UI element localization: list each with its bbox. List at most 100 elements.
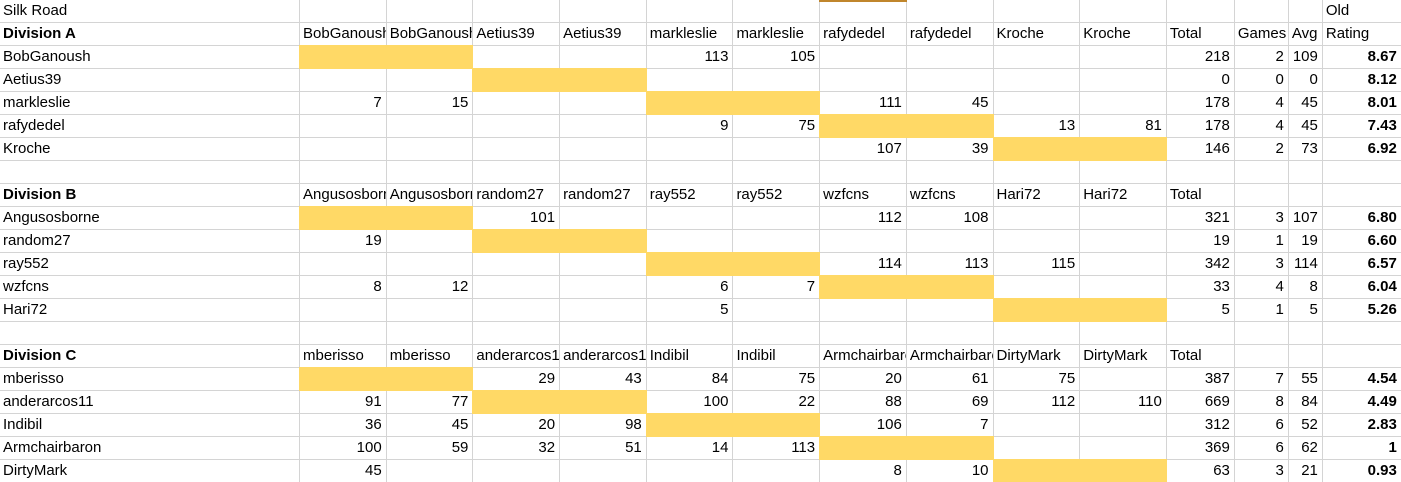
score-cell[interactable]: 14 [646, 437, 734, 460]
total-value[interactable]: 342 [1166, 253, 1235, 276]
total-value[interactable]: 312 [1166, 414, 1235, 437]
empty-cell[interactable] [1288, 184, 1323, 207]
player-name[interactable]: ray552 [0, 253, 300, 276]
player-name[interactable]: Angusosborne [0, 207, 300, 230]
score-cell[interactable]: 75 [733, 368, 821, 391]
score-cell[interactable] [473, 138, 561, 161]
empty-cell[interactable] [560, 322, 647, 345]
avg-value[interactable]: 5 [1288, 299, 1323, 322]
score-cell[interactable] [733, 207, 821, 230]
empty-cell[interactable] [386, 0, 474, 23]
score-cell[interactable]: 22 [733, 391, 821, 414]
score-cell[interactable]: 8 [820, 460, 907, 482]
score-cell[interactable]: 107 [820, 138, 907, 161]
score-cell[interactable]: 81 [1080, 115, 1167, 138]
opponent-header[interactable]: Indibil [733, 345, 821, 368]
score-cell[interactable] [993, 207, 1081, 230]
score-cell[interactable] [646, 207, 734, 230]
old-rating-value[interactable]: 4.49 [1322, 391, 1401, 414]
score-cell[interactable] [906, 299, 994, 322]
player-name[interactable]: random27 [0, 230, 300, 253]
opponent-header[interactable]: rafydedel [820, 23, 907, 46]
empty-cell[interactable] [1234, 184, 1289, 207]
empty-cell[interactable] [733, 161, 821, 184]
total-header[interactable]: Total [1166, 345, 1235, 368]
old-rating-value[interactable]: 6.92 [1322, 138, 1401, 161]
total-value[interactable]: 369 [1166, 437, 1235, 460]
score-cell[interactable] [300, 138, 387, 161]
empty-cell[interactable] [386, 322, 474, 345]
avg-value[interactable]: 52 [1288, 414, 1323, 437]
total-value[interactable]: 5 [1166, 299, 1235, 322]
empty-cell[interactable] [1080, 161, 1167, 184]
old-rating-value[interactable]: 8.12 [1322, 69, 1401, 92]
games-value[interactable]: 1 [1234, 230, 1289, 253]
old-rating-value[interactable]: 0.93 [1323, 460, 1401, 482]
score-cell[interactable] [993, 69, 1081, 92]
opponent-header[interactable]: DirtyMark [1080, 345, 1167, 368]
score-cell[interactable] [386, 69, 474, 92]
empty-cell[interactable] [0, 161, 300, 184]
empty-cell[interactable] [0, 322, 300, 345]
empty-cell[interactable] [1288, 0, 1323, 23]
old-rating-value[interactable]: 5.26 [1322, 299, 1401, 322]
empty-cell[interactable] [1080, 0, 1167, 23]
old-rating-value[interactable]: 7.43 [1322, 115, 1401, 138]
score-cell[interactable]: 43 [560, 368, 647, 391]
score-cell[interactable]: 100 [646, 391, 734, 414]
score-cell[interactable] [1080, 414, 1167, 437]
score-cell[interactable] [993, 437, 1081, 460]
player-name[interactable]: rafydedel [0, 115, 300, 138]
score-cell[interactable] [300, 253, 387, 276]
avg-value[interactable]: 55 [1288, 368, 1323, 391]
score-cell[interactable]: 51 [560, 437, 647, 460]
opponent-header[interactable]: Aetius39 [560, 23, 647, 46]
score-cell[interactable] [473, 276, 561, 299]
empty-cell[interactable] [560, 0, 647, 23]
avg-value[interactable]: 45 [1288, 92, 1323, 115]
player-name[interactable]: BobGanoush [0, 46, 300, 69]
division-name[interactable]: Division C [0, 345, 300, 368]
opponent-header[interactable]: wzfcns [820, 184, 907, 207]
score-cell[interactable]: 112 [993, 391, 1081, 414]
total-value[interactable]: 387 [1166, 368, 1235, 391]
old-rating-value[interactable]: 2.83 [1322, 414, 1401, 437]
score-cell[interactable] [1080, 230, 1167, 253]
score-cell[interactable] [733, 299, 821, 322]
empty-cell[interactable] [473, 322, 561, 345]
score-cell[interactable]: 114 [820, 253, 907, 276]
score-cell[interactable]: 115 [993, 253, 1081, 276]
opponent-header[interactable]: Armchairbaron [906, 345, 994, 368]
score-cell[interactable]: 13 [993, 115, 1081, 138]
empty-cell[interactable] [1322, 345, 1401, 368]
avg-header[interactable]: Avg [1288, 23, 1323, 46]
old-rating-value[interactable]: 6.04 [1322, 276, 1401, 299]
empty-cell[interactable] [993, 322, 1081, 345]
score-cell[interactable]: 106 [820, 414, 907, 437]
games-value[interactable]: 4 [1234, 92, 1289, 115]
score-cell[interactable] [386, 230, 474, 253]
games-value[interactable]: 2 [1234, 138, 1289, 161]
opponent-header[interactable]: random27 [473, 184, 561, 207]
player-name[interactable]: Armchairbaron [0, 437, 300, 460]
score-cell[interactable]: 12 [386, 276, 474, 299]
total-value[interactable]: 669 [1166, 391, 1235, 414]
empty-cell[interactable] [1080, 322, 1167, 345]
total-value[interactable]: 19 [1166, 230, 1235, 253]
score-cell[interactable]: 45 [386, 414, 474, 437]
avg-value[interactable]: 8 [1288, 276, 1323, 299]
games-value[interactable]: 8 [1234, 391, 1289, 414]
score-cell[interactable] [820, 46, 907, 69]
score-cell[interactable] [1080, 207, 1167, 230]
opponent-header[interactable]: markleslie [646, 23, 734, 46]
opponent-header[interactable]: anderarcos11 [473, 345, 561, 368]
opponent-header[interactable]: Hari72 [993, 184, 1081, 207]
player-name[interactable]: Aetius39 [0, 69, 300, 92]
games-value[interactable]: 6 [1234, 437, 1289, 460]
score-cell[interactable] [993, 414, 1081, 437]
old-rating-header-line2[interactable]: Rating [1322, 23, 1401, 46]
score-cell[interactable] [733, 230, 821, 253]
total-header[interactable]: Total [1166, 23, 1235, 46]
player-name[interactable]: wzfcns [0, 276, 300, 299]
old-rating-value[interactable]: 1 [1322, 437, 1401, 460]
